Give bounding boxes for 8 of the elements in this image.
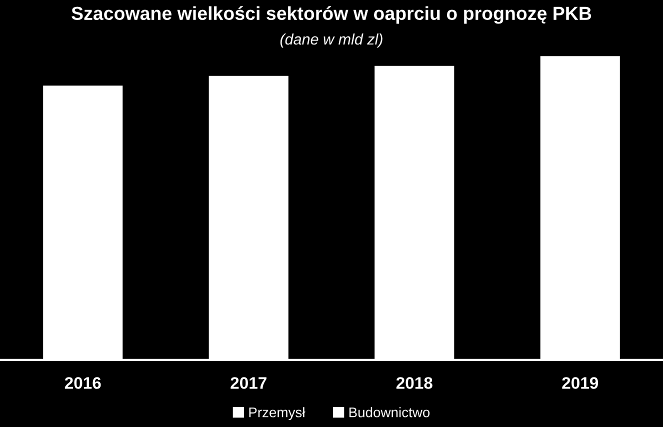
x-tick-label: 2016 <box>64 377 101 389</box>
legend-label: Budownictwo <box>349 407 430 418</box>
legend-label: Przemysł <box>249 407 306 420</box>
chart-title: Szacowane wielkości sektorów w oaprciu o prognozę PKB <box>72 6 592 24</box>
x-tick-label: 2019 <box>562 377 598 389</box>
x-tick-label: 2017 <box>230 377 266 389</box>
chart-subtitle: (dane w mld zl) <box>280 33 382 48</box>
x-tick-label: 2018 <box>396 377 432 389</box>
